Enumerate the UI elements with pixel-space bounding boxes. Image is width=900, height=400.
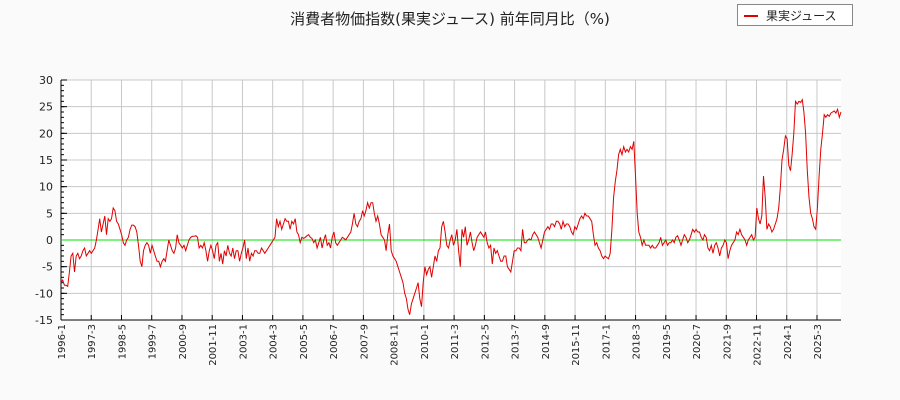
legend-label: 果実ジュース xyxy=(766,9,837,23)
x-tick-label: 2003-1 xyxy=(238,324,249,359)
x-tick-label: 2021-9 xyxy=(722,324,733,359)
x-tick-label: 2015-11 xyxy=(571,324,582,366)
y-tick-label: 15 xyxy=(39,154,53,167)
y-tick-label: 20 xyxy=(39,127,53,140)
x-tick-label: 1998-5 xyxy=(117,324,128,359)
x-tick-label: 2012-5 xyxy=(480,324,491,359)
x-tick-label: 2024-1 xyxy=(783,324,794,359)
x-tick-label: 2018-3 xyxy=(632,324,643,359)
x-tick-label: 2001-11 xyxy=(208,324,219,366)
axes: 30 25 20 15 10 5 0 -5 -10 -15 1996-1 1997-3 1998-5 19… xyxy=(35,74,841,366)
x-tick-label: 2010-1 xyxy=(420,324,431,359)
x-tick-label: 2020-7 xyxy=(692,324,703,359)
y-tick-label: 30 xyxy=(39,74,53,87)
x-tick-label: 2004-3 xyxy=(269,324,280,359)
grid-lines xyxy=(61,79,841,320)
x-tick-label: 2014-9 xyxy=(541,324,552,359)
y-tick-label: 25 xyxy=(39,101,53,114)
x-tick-label: 2000-9 xyxy=(178,324,189,359)
y-tick-label: 10 xyxy=(39,181,53,194)
legend-line-icon xyxy=(744,15,758,17)
x-tick-label: 2025-3 xyxy=(813,324,824,359)
y-tick-label: -10 xyxy=(35,287,53,300)
x-tick-label: 2006-7 xyxy=(329,324,340,359)
series-line xyxy=(60,98,842,315)
x-tick-label: 2007-9 xyxy=(359,324,370,359)
x-tick-label: 1996-1 xyxy=(57,324,68,359)
y-tick-label: -5 xyxy=(42,261,53,274)
y-tick-label: 0 xyxy=(46,234,53,247)
x-tick-label: 2013-7 xyxy=(511,324,522,359)
x-tick-label: 1999-7 xyxy=(148,324,159,359)
y-tick-label: 5 xyxy=(46,207,53,220)
x-tick-label: 2017-1 xyxy=(601,324,612,359)
x-tick-label: 2019-5 xyxy=(662,324,673,359)
x-tick-label: 2011-3 xyxy=(450,324,461,359)
x-tick-label: 1997-3 xyxy=(87,324,98,359)
chart-title: 消費者物価指数(果実ジュース) 前年同月比（%) xyxy=(290,10,610,28)
x-tick-label: 2005-5 xyxy=(299,324,310,359)
x-tick-label: 2008-11 xyxy=(390,324,401,366)
legend: 果実ジュース xyxy=(737,4,853,26)
x-tick-label: 2022-11 xyxy=(753,324,764,366)
y-tick-label: -15 xyxy=(35,314,53,327)
